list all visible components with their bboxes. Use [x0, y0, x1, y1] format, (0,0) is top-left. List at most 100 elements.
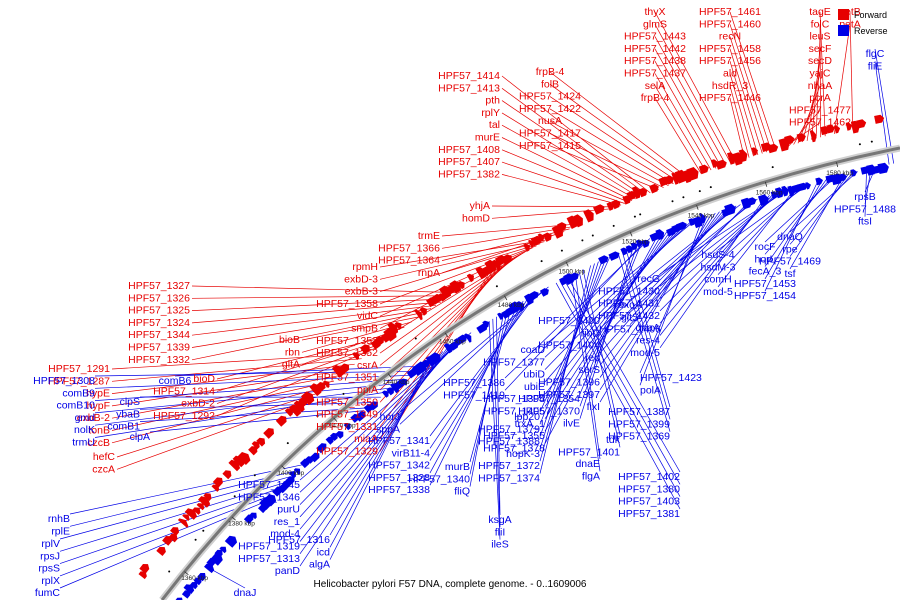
- forward-gene-label: HPF57_1332: [128, 354, 190, 366]
- ruler-tick-label: 1460 kbp: [439, 339, 466, 346]
- marker-dot: [672, 200, 674, 202]
- reverse-gene-label: HPF57_1488: [834, 203, 896, 215]
- forward-gene-label: murE: [475, 132, 500, 144]
- forward-gene-label: HPF57_1325: [128, 305, 190, 317]
- reverse-gene-label: rocF: [755, 241, 776, 253]
- reverse-gene-label: HPF57_1388: [478, 436, 540, 448]
- reverse-gene-label: hopK-3: [506, 448, 540, 460]
- forward-gene-label: rbn: [285, 346, 300, 358]
- forward-gene-label: exbD-2: [181, 398, 215, 410]
- forward-gene-label: thyX: [644, 6, 665, 18]
- marker-dot: [699, 190, 701, 192]
- reverse-gene-label: murB: [445, 461, 470, 473]
- forward-gene-label: HPF57_1462: [789, 117, 851, 129]
- forward-gene: [467, 274, 474, 282]
- reverse-gene-label: ftsI: [858, 216, 872, 228]
- reverse-gene-label: res-4: [636, 335, 660, 347]
- forward-leader-line: [550, 72, 688, 178]
- reverse-gene-label: HPF57_1396: [538, 377, 600, 389]
- forward-gene: [715, 160, 726, 170]
- legend-swatch-reverse: [838, 25, 849, 36]
- forward-gene-label: tal: [489, 119, 500, 131]
- reverse-gene-label: fixI: [587, 401, 600, 413]
- marker-dot: [415, 338, 417, 340]
- reverse-gene-label: clpS: [120, 396, 140, 408]
- ruler-tick-label: 1440 kbp: [383, 379, 410, 386]
- forward-gene-label: ald: [723, 68, 737, 80]
- marker-dot: [254, 474, 256, 476]
- reverse-gene-label: coaD: [520, 344, 545, 356]
- reverse-gene-label: polA: [640, 384, 661, 396]
- forward-gene-label: czcA: [92, 463, 115, 475]
- forward-gene: [263, 428, 274, 439]
- reverse-gene: [225, 536, 237, 548]
- marker-dot: [682, 196, 684, 198]
- forward-gene-label: HPF57_1408: [438, 144, 500, 156]
- reverse-gene-label: rpsS: [38, 563, 60, 575]
- ruler-tick-label: 1520 kbp: [622, 239, 649, 246]
- reverse-gene-label: exoA: [618, 299, 642, 311]
- forward-gene-label: folC: [811, 18, 830, 30]
- forward-gene-label: exbD-3: [344, 273, 378, 285]
- reverse-gene-label: HPF57_1316: [268, 534, 330, 546]
- reverse-gene-label: HPF57_1372: [478, 460, 540, 472]
- reverse-gene-label: comB9: [62, 387, 95, 399]
- forward-gene-label: leuS: [809, 31, 830, 43]
- reverse-gene-label: clpA: [130, 431, 150, 443]
- reverse-gene: [540, 288, 549, 297]
- reverse-gene-label: HPF57_1379: [478, 423, 540, 435]
- marker-dot: [561, 250, 563, 252]
- reverse-gene-label: panD: [275, 565, 301, 577]
- forward-gene: [276, 416, 287, 427]
- forward-gene: [583, 209, 594, 222]
- forward-gene-label: HPF57_1438: [624, 55, 686, 67]
- marker-dot: [287, 442, 289, 444]
- reverse-gene-label: mod-5: [630, 347, 660, 359]
- forward-gene-label: HPF57_1443: [624, 31, 686, 43]
- reverse-gene-label: dnaJ: [234, 587, 257, 599]
- reverse-gene-label: flgA: [582, 470, 600, 482]
- reverse-gene-label: HPF57_1453: [734, 278, 796, 290]
- reverse-gene-label: virB11-4: [392, 447, 430, 459]
- marker-dot: [859, 143, 861, 145]
- forward-gene-label: homD: [462, 212, 490, 224]
- reverse-gene-label: HPF57_1402: [618, 471, 680, 483]
- reverse-gene-label: ubiE: [524, 381, 545, 393]
- reverse-gene-label: ksgA: [488, 514, 511, 526]
- reverse-gene-label: ubiD: [523, 369, 545, 381]
- forward-gene-label: HPF57_1458: [699, 43, 761, 55]
- reverse-gene-label: rpsJ: [40, 550, 60, 562]
- reverse-gene-label: rplV: [41, 538, 60, 550]
- forward-gene-label: bioB: [279, 334, 300, 346]
- marker-dot: [195, 539, 197, 541]
- forward-gene-label: recN: [719, 31, 741, 43]
- reverse-gene-label: gmd: [75, 412, 96, 424]
- reverse-gene-label: comH: [704, 274, 731, 286]
- ruler-tick-label: 1540 kbp: [688, 212, 715, 219]
- forward-leader-line: [192, 305, 436, 335]
- reverse-gene-label: rplE: [51, 525, 70, 537]
- forward-gene: [156, 547, 166, 556]
- forward-gene-label: HPF57_1461: [699, 6, 761, 18]
- legend-label-reverse: Reverse: [854, 26, 888, 36]
- forward-gene-label: frpB-4: [536, 66, 565, 78]
- reverse-gene-label: HPF57_1377: [483, 356, 545, 368]
- forward-gene-label: HPF57_1415: [519, 140, 581, 152]
- ruler-tick-label: 1480 kbp: [498, 302, 525, 309]
- marker-dot: [343, 393, 345, 395]
- forward-gene-label: folB: [541, 78, 559, 90]
- forward-leader-line: [655, 98, 701, 174]
- reverse-gene-label: HPF57_1313: [238, 553, 300, 565]
- reverse-gene-label: hsdS-4: [701, 249, 734, 261]
- reverse-gene-label: lpp20: [514, 411, 540, 423]
- forward-leader-line: [502, 113, 639, 197]
- forward-gene-label: HPF57_1352: [316, 347, 378, 359]
- ruler-tick-label: 1560 kbp: [756, 189, 783, 196]
- reverse-gene-label: rnhB: [48, 513, 70, 525]
- marker-dot: [772, 166, 774, 168]
- marker-dot: [581, 239, 583, 241]
- forward-gene-label: rnpA: [418, 267, 440, 279]
- figure-caption: Helicobacter pylori F57 DNA, complete ge…: [314, 579, 587, 590]
